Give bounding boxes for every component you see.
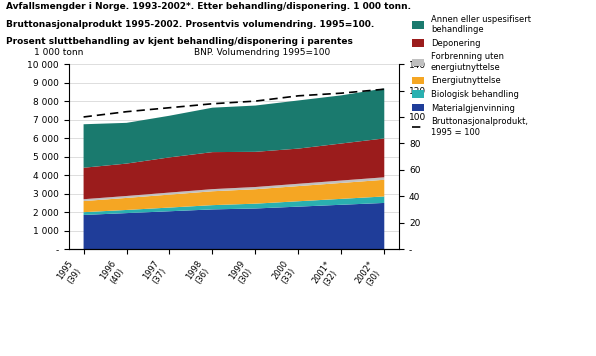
Text: BNP. Volumendring 1995=100: BNP. Volumendring 1995=100 bbox=[194, 48, 331, 57]
Text: Prosent sluttbehandling av kjent behandling/disponering i parentes: Prosent sluttbehandling av kjent behandl… bbox=[6, 37, 353, 46]
Text: Avfallsmengder i Norge. 1993-2002*. Etter behandling/disponering. 1 000 tonn.: Avfallsmengder i Norge. 1993-2002*. Ette… bbox=[6, 2, 411, 11]
Text: 1 000 tonn: 1 000 tonn bbox=[34, 48, 83, 57]
Legend: Annen eller uspesifisert
behandlinge, Deponering, Forbrenning uten
energiutnytte: Annen eller uspesifisert behandlinge, De… bbox=[412, 15, 531, 137]
Text: Bruttonasjonalprodukt 1995-2002. Prosentvis volumendring. 1995=100.: Bruttonasjonalprodukt 1995-2002. Prosent… bbox=[6, 20, 374, 28]
